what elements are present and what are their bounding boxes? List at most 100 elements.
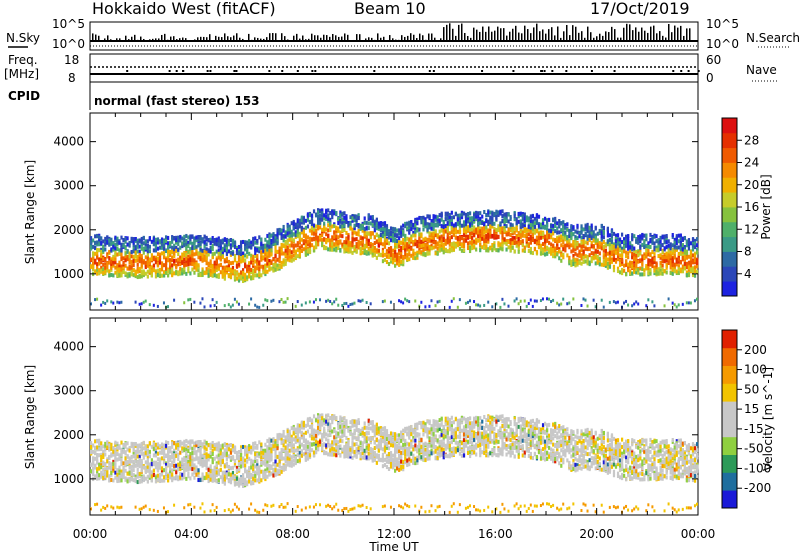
nsky-bar	[482, 26, 484, 41]
power-cell	[625, 259, 628, 264]
power-cell	[227, 303, 230, 307]
power-cell	[312, 245, 316, 250]
nsky-bar	[143, 38, 145, 41]
power-cell	[475, 240, 478, 245]
nsky-bar	[641, 27, 643, 41]
velocity-cell	[122, 461, 125, 466]
power-cell	[118, 269, 121, 274]
power-cell	[114, 250, 117, 255]
power-cell	[462, 248, 466, 253]
power-cell	[231, 271, 235, 276]
power-cell	[633, 259, 636, 264]
power-cell	[671, 247, 674, 252]
power-cell	[509, 232, 512, 237]
power-cell	[590, 244, 593, 249]
power-cell	[167, 273, 170, 278]
power-cell	[479, 248, 482, 253]
power-cell	[643, 272, 646, 277]
power-cell	[296, 225, 299, 230]
power-cell	[602, 225, 605, 230]
colorbar-swatch	[722, 192, 737, 208]
velocity-cell	[94, 474, 97, 479]
power-cell	[501, 244, 504, 249]
power-cell	[570, 236, 573, 241]
power-cell	[675, 259, 678, 264]
power-cell	[442, 228, 445, 233]
power-cell	[140, 242, 143, 247]
freq-mark	[296, 70, 299, 72]
power-cell	[215, 265, 218, 270]
power-cell	[673, 303, 676, 307]
colorbar-swatch	[722, 147, 737, 163]
power-cell	[189, 261, 192, 266]
power-cell	[574, 263, 577, 268]
power-cell	[468, 222, 472, 227]
power-cell	[404, 247, 407, 252]
power-cell	[503, 212, 506, 217]
power-cell	[264, 248, 267, 253]
power-cell	[580, 253, 583, 258]
power-cell	[550, 246, 553, 251]
power-cell	[422, 237, 425, 242]
power-cell	[90, 257, 93, 262]
power-cell	[402, 237, 405, 242]
velocity-cell	[118, 506, 121, 510]
power-cell	[653, 241, 656, 246]
power-cell	[319, 220, 322, 225]
power-cell	[515, 222, 518, 227]
power-cell	[94, 298, 97, 302]
power-cell	[345, 219, 348, 224]
power-cell	[454, 230, 457, 235]
velocity-cell	[112, 506, 115, 510]
power-cell	[152, 268, 156, 273]
nsky-bar	[470, 37, 472, 41]
power-cell	[450, 215, 453, 220]
power-cell	[608, 300, 611, 304]
power-cell	[156, 268, 160, 273]
power-cell	[693, 252, 697, 257]
power-cell	[102, 262, 105, 267]
power-cell	[406, 236, 409, 241]
power-cell	[454, 235, 457, 240]
power-cell	[691, 259, 695, 264]
power-cell	[205, 250, 208, 255]
power-cell	[92, 256, 95, 261]
velocity-cell	[120, 472, 123, 477]
power-cell	[183, 243, 186, 248]
power-cell	[173, 258, 176, 263]
power-cell	[274, 234, 277, 239]
power-cell	[116, 269, 119, 274]
power-cell	[387, 246, 391, 251]
power-cell	[306, 217, 310, 222]
power-cell	[473, 216, 476, 221]
power-cell	[683, 250, 687, 255]
velocity-cell	[100, 446, 103, 451]
power-cell	[434, 217, 437, 222]
power-cell	[582, 227, 585, 232]
power-cell	[333, 234, 336, 239]
power-cell	[420, 300, 423, 304]
power-cell	[675, 234, 678, 239]
power-cell	[199, 243, 202, 248]
power-cell	[525, 232, 528, 237]
power-cell	[408, 242, 411, 247]
power-cell	[327, 208, 330, 213]
power-cell	[173, 260, 176, 265]
power-cell	[252, 268, 255, 273]
power-cell	[689, 256, 693, 261]
power-cell	[580, 235, 583, 240]
power-cell	[507, 227, 510, 232]
velocity-cell	[92, 443, 95, 448]
power-cell	[203, 234, 206, 239]
power-cell	[221, 238, 224, 243]
power-cell	[154, 257, 158, 262]
power-cell	[268, 238, 271, 243]
power-cell	[511, 226, 514, 231]
power-cell	[331, 215, 334, 220]
power-cell	[693, 299, 696, 303]
power-cell	[456, 236, 460, 241]
power-cell	[197, 243, 200, 248]
power-cell	[448, 236, 451, 241]
power-cell	[248, 241, 251, 246]
colorbar-swatch	[722, 207, 737, 223]
